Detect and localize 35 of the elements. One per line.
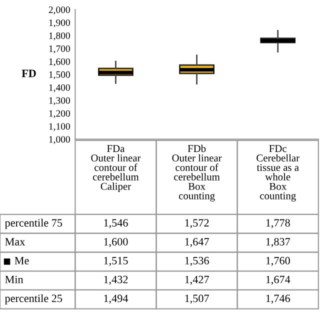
text: 1,600 (104, 238, 128, 248)
y-tick-label: 1,400 (49, 84, 70, 92)
y-axis-title: FD (22, 70, 36, 78)
text: 1,536 (185, 256, 209, 266)
x-tick-label: FDc Cerebellar tissue as a whole Box counting (256, 145, 300, 202)
text: Min (5, 276, 24, 284)
text: 1,674 (266, 276, 290, 285)
y-tick-label: 1,200 (49, 110, 70, 118)
text: 1,778 (266, 219, 290, 228)
y-tick-label: 1,300 (49, 97, 70, 106)
text: Max (5, 238, 26, 246)
text: percentile 25 (4, 294, 62, 304)
y-tick-label: 1,700 (49, 45, 70, 54)
text: 1,746 (266, 294, 290, 304)
y-tick-label: 1,100 (49, 123, 70, 132)
text: 1,572 (185, 219, 209, 228)
y-tick-label: 1,900 (49, 19, 70, 28)
y-tick-label: 1,600 (49, 58, 70, 66)
text: 1,507 (185, 294, 209, 304)
text: 1,647 (185, 238, 209, 248)
y-tick-label: 1,500 (49, 71, 70, 80)
text: 1,837 (266, 238, 290, 248)
text: 1,427 (185, 276, 209, 285)
y-tick-label: 1,800 (49, 32, 70, 40)
y-tick-label: 2,000 (48, 6, 70, 14)
x-tick-label: FDa Outer linear contour of cerebellum Caliper (91, 145, 141, 192)
text: Me (14, 256, 29, 264)
y-tick-label: 1,000 (49, 136, 70, 144)
text: 1,494 (104, 294, 128, 304)
x-tick-label: FDb Outer linear contour of cerebellum Box counting (172, 144, 222, 202)
text: 1,760 (266, 256, 290, 266)
text: 1,546 (104, 219, 128, 228)
text: percentile 75 (4, 218, 62, 229)
text: 1,515 (104, 256, 128, 266)
text: 1,432 (104, 276, 128, 285)
